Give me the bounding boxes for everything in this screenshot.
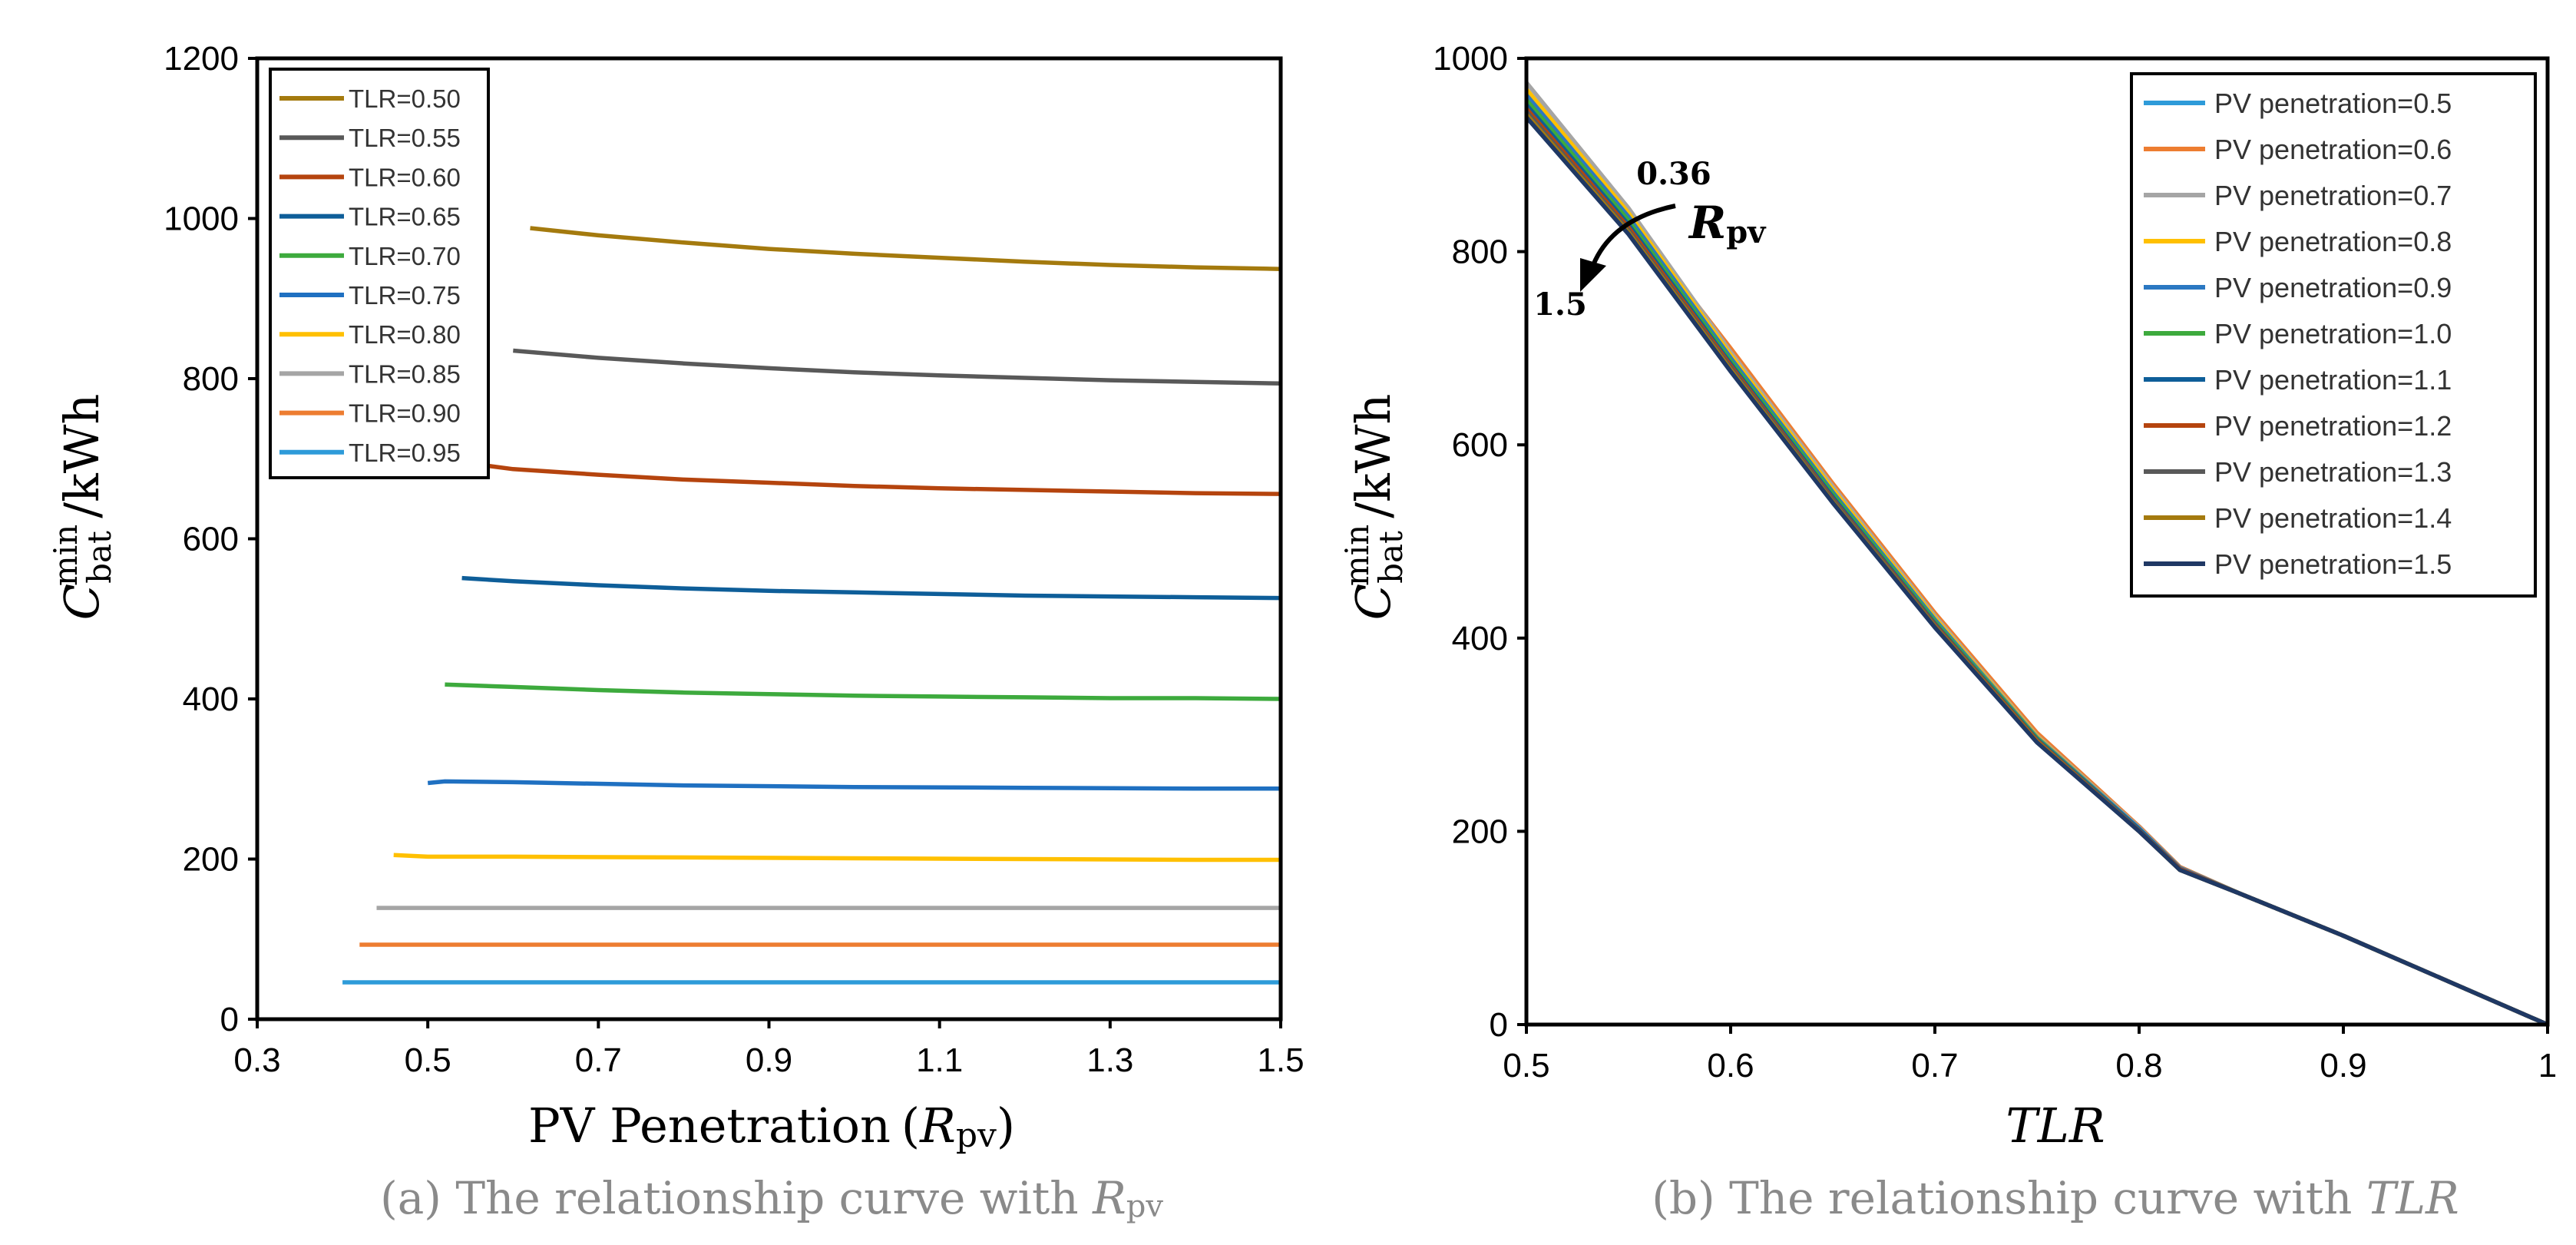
panel-a-xtick-label: 0.3 xyxy=(233,1041,280,1079)
panel-a-xlabel-subscript: pv xyxy=(956,1116,997,1155)
panel-b-ticks: 0.5 0.6 0.7 0.8 0.9 1 0 200 400 600 800 1000 xyxy=(1433,40,2557,1084)
panel-b-legend-label: PV penetration=1.2 xyxy=(2214,410,2452,442)
panel-b-xtick-label: 0.8 xyxy=(2115,1047,2162,1084)
panel-b-legend-label: PV penetration=1.0 xyxy=(2214,318,2452,349)
panel-a-ytick-label: 200 xyxy=(183,841,239,879)
panel-a-legend-label: TLR=0.60 xyxy=(349,163,461,191)
panel-a-ylabel: Cbatmin/kWh xyxy=(47,394,118,621)
panel-b-legend-label: PV penetration=0.9 xyxy=(2214,272,2452,303)
panel-b-xtick-label: 0.7 xyxy=(1911,1047,1958,1084)
panel-b-ytick-label: 400 xyxy=(1452,620,1508,657)
panel-a-ytick-label: 1200 xyxy=(164,40,239,78)
panel-b-ylabel: Cbatmin/kWh xyxy=(1338,394,1410,621)
panel-a-xlabel-text: PV Penetration xyxy=(528,1098,891,1154)
panel-b-legend-label: PV penetration=1.1 xyxy=(2214,364,2452,396)
panel-a-xlabel-paren-open: ( xyxy=(901,1098,920,1154)
chart-panel-a: 0.3 0.5 0.7 0.9 1.1 1.3 1.5 0 200 400 600 800 1000 12… xyxy=(47,40,1305,1224)
panel-a-ticks: 0.3 0.5 0.7 0.9 1.1 1.3 1.5 0 200 400 600 800 1000 12… xyxy=(164,40,1304,1079)
panel-b-ylabel-superscript: min xyxy=(1338,525,1376,586)
panel-a-series-line-3 xyxy=(461,575,1281,601)
panel-a-ylabel-subscript: bat xyxy=(81,531,118,584)
panel-a-xtick-label: 1.1 xyxy=(916,1041,963,1079)
caption-a: (a) The relationship curve with Rpv xyxy=(380,1172,1163,1224)
caption-b-text: (b) The relationship curve with xyxy=(1652,1172,2366,1224)
panel-a-xtick-label: 0.5 xyxy=(405,1041,451,1079)
panel-b-xtick-label: 0.6 xyxy=(1707,1047,1754,1084)
panel-a-legend-label: TLR=0.80 xyxy=(349,320,461,349)
annotation-rpv-symbol: R xyxy=(1688,197,1726,249)
panel-b-legend: PV penetration=0.5 PV penetration=0.6 PV p… xyxy=(2130,72,2537,598)
panel-b-legend-label: PV penetration=0.8 xyxy=(2214,226,2452,257)
panel-b-plot-frame xyxy=(1524,56,2550,1027)
panel-b-ylabel-unit: /kWh xyxy=(1345,394,1401,518)
panel-b-ylabel-symbol: C xyxy=(1345,584,1401,620)
panel-a-legend-label: TLR=0.75 xyxy=(349,281,461,310)
panel-a-xtick-label: 0.7 xyxy=(575,1041,622,1079)
panel-a-ytick-label: 800 xyxy=(183,360,239,398)
panel-b-legend-label: PV penetration=1.4 xyxy=(2214,502,2452,534)
panel-a-legend-label: TLR=0.55 xyxy=(349,124,461,152)
panel-a-series-line-1 xyxy=(513,348,1281,386)
rpv-annotation: 0.36 1.5 Rpv xyxy=(1533,156,1767,323)
panel-b-ytick-label: 1000 xyxy=(1433,40,1508,78)
panel-a-ytick-label: 1000 xyxy=(164,200,239,238)
caption-b-symbol: TLR xyxy=(2366,1172,2459,1224)
annotation-start-label: 0.36 xyxy=(1636,156,1711,192)
panel-a-legend-label: TLR=0.70 xyxy=(349,242,461,270)
panel-a-series-line-0 xyxy=(530,226,1281,271)
chart-panel-b: 0.5 0.6 0.7 0.8 0.9 1 0 200 400 600 800 1000 PV pen… xyxy=(1338,40,2557,1224)
panel-a-xlabel: PV Penetration (Rpv) xyxy=(528,1098,1015,1155)
panel-b-ytick-label: 0 xyxy=(1490,1006,1508,1044)
annotation-rpv-label: Rpv xyxy=(1688,197,1767,250)
panel-b-xlabel: TLR xyxy=(2006,1098,2105,1154)
panel-a-xtick-label: 0.9 xyxy=(746,1041,792,1079)
panel-a-legend-label: TLR=0.90 xyxy=(349,399,461,428)
panel-a-legend-label: TLR=0.85 xyxy=(349,359,461,388)
panel-b-series xyxy=(1524,81,2549,1027)
panel-b-ytick-label: 600 xyxy=(1452,426,1508,464)
panel-a-ytick-label: 0 xyxy=(220,1001,239,1038)
panel-a-legend-label: TLR=0.95 xyxy=(349,439,461,467)
panel-b-legend-label: PV penetration=0.7 xyxy=(2214,180,2452,211)
panel-a-legend-label: TLR=0.50 xyxy=(349,84,461,113)
panel-a-ytick-label: 600 xyxy=(183,521,239,558)
panel-a-series-line-6 xyxy=(393,853,1281,863)
panel-b-legend-label: PV penetration=0.5 xyxy=(2214,88,2452,119)
panel-a-ytick-label: 400 xyxy=(183,680,239,718)
caption-a-text: (a) The relationship curve with xyxy=(380,1172,1093,1224)
panel-a-series-line-2 xyxy=(470,461,1281,496)
annotation-arrowhead xyxy=(1580,258,1606,292)
panel-a-xlabel-paren-close: ) xyxy=(997,1098,1015,1154)
panel-a-series xyxy=(342,226,1281,985)
panel-a-ylabel-unit: /kWh xyxy=(54,394,110,518)
panel-a-plot-frame xyxy=(255,56,1283,1021)
panel-b-ytick-label: 200 xyxy=(1452,813,1508,850)
panel-b-series-line-10 xyxy=(1524,115,2549,1027)
annotation-rpv-subscript: pv xyxy=(1726,214,1767,250)
panel-a-legend-box xyxy=(269,68,490,479)
panel-a-legend-label: TLR=0.65 xyxy=(349,203,461,231)
panel-a-xlabel-symbol: R xyxy=(919,1098,956,1154)
annotation-arrow xyxy=(1591,204,1676,267)
caption-b: (b) The relationship curve with TLR xyxy=(1652,1172,2459,1224)
panel-b-legend-label: PV penetration=0.6 xyxy=(2214,134,2452,165)
panel-a-ylabel-symbol: C xyxy=(54,584,110,620)
panel-b-ylabel-subscript: bat xyxy=(1372,531,1410,584)
panel-a-series-line-5 xyxy=(427,779,1281,791)
panel-b-xtick-label: 0.9 xyxy=(2320,1047,2366,1084)
caption-a-symbol: R xyxy=(1092,1172,1126,1224)
panel-b-xtick-label: 1 xyxy=(2538,1047,2557,1084)
annotation-end-label: 1.5 xyxy=(1533,286,1587,323)
panel-b-legend-label: PV penetration=1.3 xyxy=(2214,456,2452,488)
panel-b-ytick-label: 800 xyxy=(1452,233,1508,271)
panel-a-xtick-label: 1.5 xyxy=(1257,1041,1304,1079)
panel-b-legend-label: PV penetration=1.5 xyxy=(2214,548,2452,580)
panel-a-series-line-4 xyxy=(445,682,1281,701)
panel-a-ylabel-superscript: min xyxy=(47,525,84,586)
panel-a-xtick-label: 1.3 xyxy=(1086,1041,1133,1079)
panel-b-xtick-label: 0.5 xyxy=(1503,1047,1549,1084)
panel-a-legend: TLR=0.50 TLR=0.55 TLR=0.60 TLR=0.65 TLR=0.70… xyxy=(269,68,490,479)
caption-a-subscript: pv xyxy=(1126,1189,1164,1224)
